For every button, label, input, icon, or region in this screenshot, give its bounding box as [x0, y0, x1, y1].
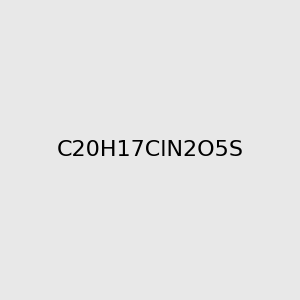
Text: C20H17ClN2O5S: C20H17ClN2O5S: [56, 140, 244, 160]
